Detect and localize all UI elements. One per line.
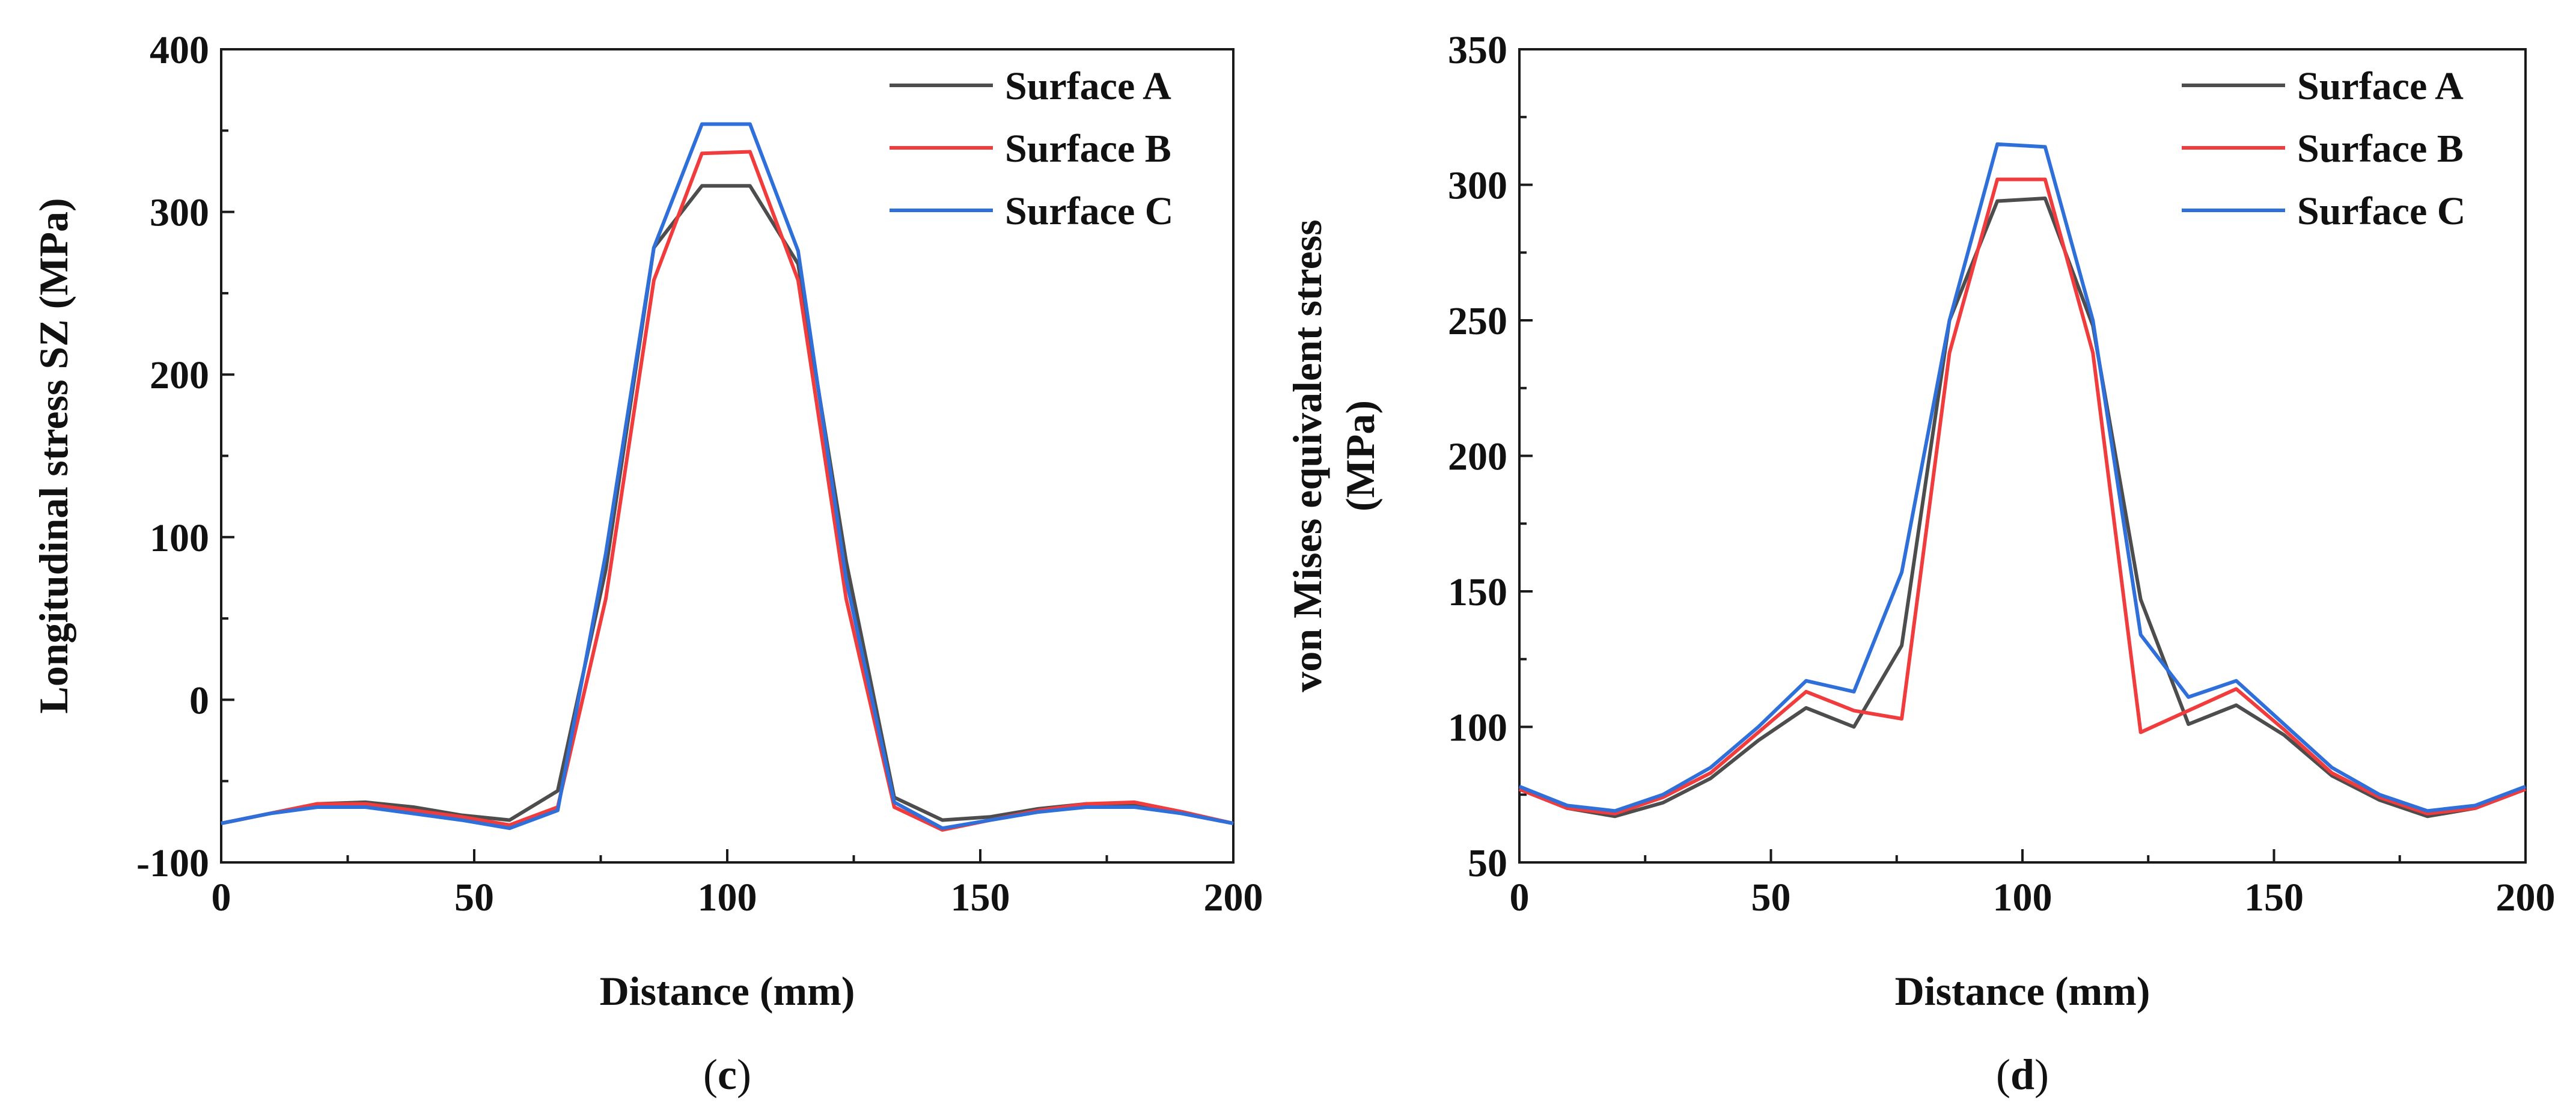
panel-label: (d) [1996, 1051, 2049, 1099]
x-tick-label: 150 [951, 876, 1010, 919]
y-tick-label: 100 [150, 516, 209, 560]
y-axis-title-line: (MPa) [1337, 400, 1383, 511]
y-tick-label: 200 [150, 353, 209, 397]
y-axis-title-line: Longitudinal stress SZ (MPa) [31, 198, 76, 713]
series-line-surface-a [1518, 197, 2527, 819]
panel-label: (c) [703, 1051, 751, 1099]
legend-label: Surface C [1005, 189, 1173, 233]
x-tick-label: 100 [1993, 876, 2053, 919]
x-tick-label: 100 [698, 876, 757, 919]
legend-label: Surface C [2297, 189, 2465, 233]
legend: Surface A Surface B Surface C [2182, 64, 2465, 233]
series-line-surface-b [1518, 177, 2527, 816]
series-line-surface-a [221, 184, 1234, 826]
series-line-surface-b [221, 150, 1234, 832]
y-tick-label: 150 [1448, 570, 1507, 614]
legend-label: Surface A [2297, 64, 2464, 108]
legend-label: Surface B [2297, 127, 2464, 171]
x-tick-label: 50 [1751, 876, 1791, 919]
x-tick-label: 150 [2244, 876, 2304, 919]
x-tick-label: 0 [1510, 876, 1530, 919]
series-line-surface-c [221, 122, 1234, 831]
y-tick-label: 0 [189, 679, 209, 722]
x-tick-label: 200 [2496, 876, 2556, 919]
panel-letter: d [2010, 1051, 2034, 1099]
y-axis-title: von Mises equivalent stress (MPa) [1284, 219, 1383, 692]
panel-letter: c [718, 1051, 737, 1099]
x-tick-label: 0 [212, 876, 231, 919]
legend-label: Surface A [1005, 64, 1171, 108]
y-tick-label: 300 [150, 191, 209, 235]
plot-frame [220, 48, 1235, 864]
y-tick-label: 100 [1448, 706, 1507, 750]
plot-frame [1518, 48, 2527, 864]
series-line-surface-c [1518, 142, 2527, 813]
y-tick-label: 50 [1468, 841, 1507, 885]
legend-label: Surface B [1005, 127, 1171, 171]
y-tick-label: 300 [1448, 164, 1507, 208]
legend: Surface A Surface B Surface C [890, 64, 1173, 233]
y-axis-title-line: von Mises equivalent stress [1284, 219, 1330, 692]
y-tick-label: 350 [1448, 28, 1507, 72]
y-tick-label: 200 [1448, 435, 1507, 479]
y-axis-title: Longitudinal stress SZ (MPa) [31, 198, 76, 713]
y-tick-label: 250 [1448, 299, 1507, 343]
x-tick-label: 50 [454, 876, 494, 919]
x-tick-label: 200 [1204, 876, 1263, 919]
y-tick-label: 400 [150, 28, 209, 72]
x-axis-title: Distance (mm) [600, 968, 855, 1014]
y-tick-label: -100 [136, 841, 209, 885]
panel-d-chart: 0 50 100 150 20050100150200250300350Surface … [1284, 28, 2556, 1099]
x-axis-title: Distance (mm) [1895, 968, 2150, 1014]
